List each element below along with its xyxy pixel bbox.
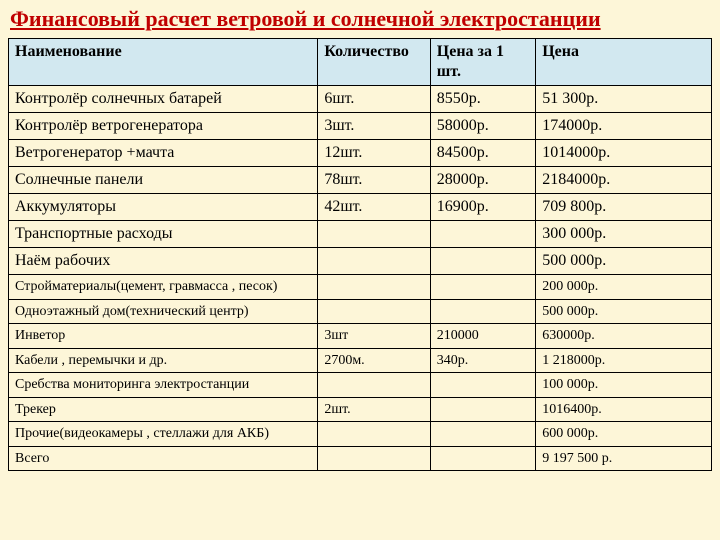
cell-total: 174000р. — [536, 113, 712, 140]
cell-name: Транспортные расходы — [9, 221, 318, 248]
cell-name: Всего — [9, 446, 318, 471]
cell-total: 1016400р. — [536, 397, 712, 422]
cell-total: 300 000р. — [536, 221, 712, 248]
cell-total: 2184000р. — [536, 167, 712, 194]
cell-total: 630000р. — [536, 324, 712, 349]
cell-unit — [430, 248, 535, 275]
table-row: Сребства мониторинга электростанции 100 0… — [9, 373, 712, 398]
page: Финансовый расчет ветровой и солнечной э… — [0, 0, 720, 471]
col-qty: Количество — [318, 39, 430, 86]
table-row: Аккумуляторы42шт.16900р.709 800р. — [9, 194, 712, 221]
cell-unit — [430, 422, 535, 447]
cell-name: Аккумуляторы — [9, 194, 318, 221]
cell-name: Кабели , перемычки и др. — [9, 348, 318, 373]
table-row: Прочие(видеокамеры , стеллажи для АКБ) 60… — [9, 422, 712, 447]
cell-qty: 42шт. — [318, 194, 430, 221]
col-total: Цена — [536, 39, 712, 86]
cell-qty: 12шт. — [318, 140, 430, 167]
table-row: Инветор3шт210000630000р. — [9, 324, 712, 349]
cell-qty: 6шт. — [318, 86, 430, 113]
cell-unit: 8550р. — [430, 86, 535, 113]
table-row: Транспортные расходы 300 000р. — [9, 221, 712, 248]
col-unit: Цена за 1 шт. — [430, 39, 535, 86]
cell-unit — [430, 299, 535, 324]
cell-unit — [430, 373, 535, 398]
cell-name: Прочие(видеокамеры , стеллажи для АКБ) — [9, 422, 318, 447]
cell-qty — [318, 248, 430, 275]
table-row: Наём рабочих 500 000р. — [9, 248, 712, 275]
cell-name: Контролёр солнечных батарей — [9, 86, 318, 113]
table-row: Контролёр ветрогенератора3шт.58000р.1740… — [9, 113, 712, 140]
cell-unit: 28000р. — [430, 167, 535, 194]
table-row: Контролёр солнечных батарей 6шт.8550р.51… — [9, 86, 712, 113]
cell-total: 500 000р. — [536, 299, 712, 324]
cell-unit: 58000р. — [430, 113, 535, 140]
table-header-row: Наименование Количество Цена за 1 шт. Це… — [9, 39, 712, 86]
cell-qty: 78шт. — [318, 167, 430, 194]
cell-qty: 3шт. — [318, 113, 430, 140]
cell-name: Трекер — [9, 397, 318, 422]
cell-qty — [318, 446, 430, 471]
cell-name: Солнечные панели — [9, 167, 318, 194]
cell-qty — [318, 373, 430, 398]
cell-total: 1 218000р. — [536, 348, 712, 373]
table-row: Кабели , перемычки и др.2700м.340р.1 218… — [9, 348, 712, 373]
cell-name: Стройматериалы(цемент, гравмасса , песок… — [9, 275, 318, 300]
cell-name: Контролёр ветрогенератора — [9, 113, 318, 140]
table-row: Стройматериалы(цемент, гравмасса , песок… — [9, 275, 712, 300]
cell-name: Одноэтажный дом(технический центр) — [9, 299, 318, 324]
table-row: Всего 9 197 500 р. — [9, 446, 712, 471]
finance-table: Наименование Количество Цена за 1 шт. Це… — [8, 38, 712, 471]
cell-name: Наём рабочих — [9, 248, 318, 275]
cell-unit: 84500р. — [430, 140, 535, 167]
cell-name: Сребства мониторинга электростанции — [9, 373, 318, 398]
cell-unit — [430, 275, 535, 300]
table-row: Солнечные панели78шт.28000р.2184000р. — [9, 167, 712, 194]
cell-unit: 340р. — [430, 348, 535, 373]
cell-unit: 16900р. — [430, 194, 535, 221]
cell-unit — [430, 446, 535, 471]
cell-unit — [430, 221, 535, 248]
cell-total: 9 197 500 р. — [536, 446, 712, 471]
cell-qty — [318, 299, 430, 324]
cell-unit: 210000 — [430, 324, 535, 349]
col-name: Наименование — [9, 39, 318, 86]
cell-total: 600 000р. — [536, 422, 712, 447]
cell-qty: 2700м. — [318, 348, 430, 373]
table-row: Ветрогенератор +мачта12шт.84500р.1014000… — [9, 140, 712, 167]
table-row: Одноэтажный дом(технический центр) 500 00… — [9, 299, 712, 324]
cell-qty: 2шт. — [318, 397, 430, 422]
cell-qty: 3шт — [318, 324, 430, 349]
cell-total: 200 000р. — [536, 275, 712, 300]
cell-qty — [318, 221, 430, 248]
cell-qty — [318, 275, 430, 300]
cell-name: Ветрогенератор +мачта — [9, 140, 318, 167]
cell-total: 1014000р. — [536, 140, 712, 167]
cell-name: Инветор — [9, 324, 318, 349]
page-title: Финансовый расчет ветровой и солнечной э… — [10, 6, 712, 32]
cell-total: 51 300р. — [536, 86, 712, 113]
cell-total: 709 800р. — [536, 194, 712, 221]
cell-unit — [430, 397, 535, 422]
cell-qty — [318, 422, 430, 447]
table-row: Трекер2шт. 1016400р. — [9, 397, 712, 422]
cell-total: 100 000р. — [536, 373, 712, 398]
cell-total: 500 000р. — [536, 248, 712, 275]
